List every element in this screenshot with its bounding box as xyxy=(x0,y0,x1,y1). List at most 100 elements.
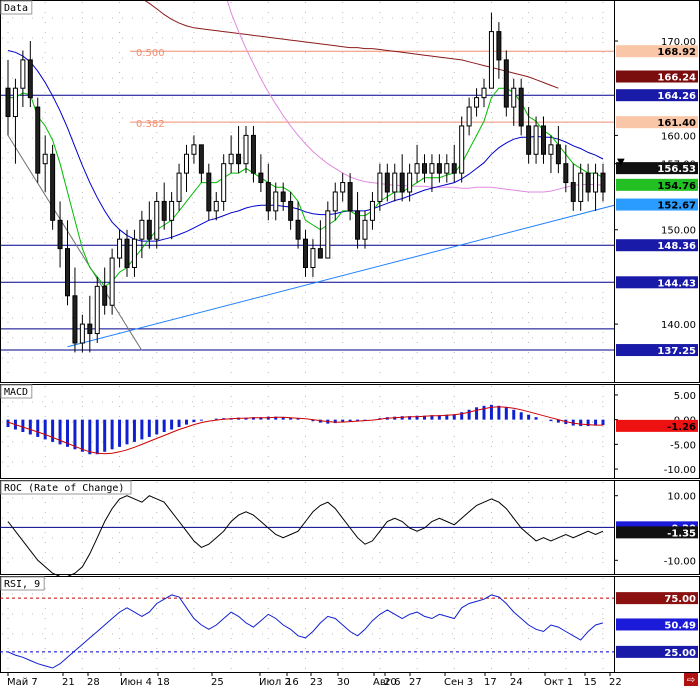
x-axis-label: Июл 2 xyxy=(259,677,291,687)
candle-body xyxy=(154,200,160,240)
price-label: -1.26 xyxy=(667,422,696,433)
candle-body xyxy=(310,248,316,268)
axis-tick-label: -10.00 xyxy=(664,465,696,476)
candle-body xyxy=(503,59,509,108)
price-label: 50.49 xyxy=(664,620,696,631)
price-label: 25.00 xyxy=(664,648,696,659)
x-axis-label: Июн 4 xyxy=(120,677,152,687)
candle-body xyxy=(377,172,383,202)
x-axis-label: 23 xyxy=(310,677,323,687)
panel-title-box xyxy=(0,480,132,495)
candle-body xyxy=(429,163,435,174)
current-price-marker-icon: ▼ xyxy=(617,157,625,168)
price-label-box xyxy=(616,419,698,432)
candle-body xyxy=(548,144,554,155)
x-axis-label: Май 7 xyxy=(7,677,38,687)
price-label-box xyxy=(616,526,698,539)
candle-body xyxy=(436,163,442,174)
axis-tick-label: -10.00 xyxy=(664,556,696,567)
price-label: 154.76 xyxy=(657,181,696,192)
candle-body xyxy=(176,172,182,202)
x-axis-label: Авг 6 xyxy=(373,677,401,687)
price-label: 161.40 xyxy=(657,118,696,129)
candle-body xyxy=(236,153,242,165)
candle-body xyxy=(265,182,271,212)
axis-tick-label: 160.00 xyxy=(661,131,696,142)
price-label-box xyxy=(616,645,698,658)
moving-average-slow xyxy=(7,50,604,242)
candle-body xyxy=(347,182,353,212)
x-axis-label: 20 xyxy=(384,677,397,687)
candle-body xyxy=(109,257,115,306)
candle-body xyxy=(206,172,212,212)
candle-body xyxy=(422,163,427,174)
candle-body xyxy=(317,248,323,259)
candle-body xyxy=(5,87,11,118)
x-axis-label: Сен 3 xyxy=(444,677,473,687)
trend-line-support xyxy=(67,204,614,348)
candle-body xyxy=(57,219,63,250)
price-label-box xyxy=(616,344,698,357)
axis-tick-label: 5.00 xyxy=(674,391,696,402)
x-axis-label: 27 xyxy=(409,677,422,687)
x-axis-label: 25 xyxy=(211,677,224,687)
candle-body xyxy=(221,163,227,202)
x-axis-label: 28 xyxy=(87,677,100,687)
macd-signal-line xyxy=(7,406,603,455)
fib-label: 0.500 xyxy=(136,48,165,59)
candle-body xyxy=(399,172,405,193)
candle-body xyxy=(191,144,197,155)
candle-body xyxy=(459,125,465,174)
candle-body xyxy=(355,210,361,240)
candle-body xyxy=(555,144,561,165)
x-axis-label: 15 xyxy=(584,677,597,687)
candle-body xyxy=(139,219,145,240)
candle-body xyxy=(541,125,546,155)
candle-body xyxy=(131,238,137,268)
price-label-box xyxy=(616,89,698,102)
price-label: 148.36 xyxy=(657,241,696,252)
x-axis-label: 21 xyxy=(62,677,75,687)
candle-body xyxy=(124,238,130,268)
rsi-panel: RSI, 9 75.00 50.49 25.00 xyxy=(0,576,700,673)
candle-body xyxy=(12,87,18,118)
candle-body xyxy=(570,182,576,202)
price-plot: 0.500 0.382 xyxy=(1,1,614,353)
price-label: 144.43 xyxy=(657,278,696,289)
candle-body xyxy=(213,200,219,212)
arrow-right-icon: ⇨ xyxy=(687,675,695,686)
panel-title-box xyxy=(0,0,33,15)
candle-body xyxy=(407,172,413,193)
candle-body xyxy=(65,248,70,297)
panel-title: RSI, 9 xyxy=(4,579,40,590)
x-axis-bar xyxy=(0,672,700,687)
candle-body xyxy=(50,153,56,221)
candle-body xyxy=(593,172,599,193)
candle-body xyxy=(258,172,264,184)
x-axis-label: 17 xyxy=(484,677,497,687)
candle-body xyxy=(27,59,33,99)
price-label-box xyxy=(616,116,698,129)
candle-body xyxy=(228,153,234,165)
price-label-box xyxy=(616,618,698,631)
candle-body xyxy=(518,87,524,127)
candle-body xyxy=(474,97,480,108)
x-axis-label: 24 xyxy=(510,677,523,687)
price-label: 156.53 xyxy=(657,164,696,175)
scroll-right-button[interactable]: ⇨ xyxy=(684,673,698,686)
candle-body xyxy=(533,125,539,155)
candle-body xyxy=(184,153,189,174)
panel-title: Data xyxy=(4,3,28,14)
price-label: 166.24 xyxy=(657,73,696,84)
moving-average-200 xyxy=(144,1,559,89)
candle-body xyxy=(578,172,584,202)
candle-body xyxy=(288,200,294,221)
price-label: 137.25 xyxy=(657,346,696,357)
candle-body xyxy=(280,191,286,202)
roc-line xyxy=(7,495,604,577)
price-label-box xyxy=(616,276,698,289)
panel-title: MACD xyxy=(4,387,28,398)
